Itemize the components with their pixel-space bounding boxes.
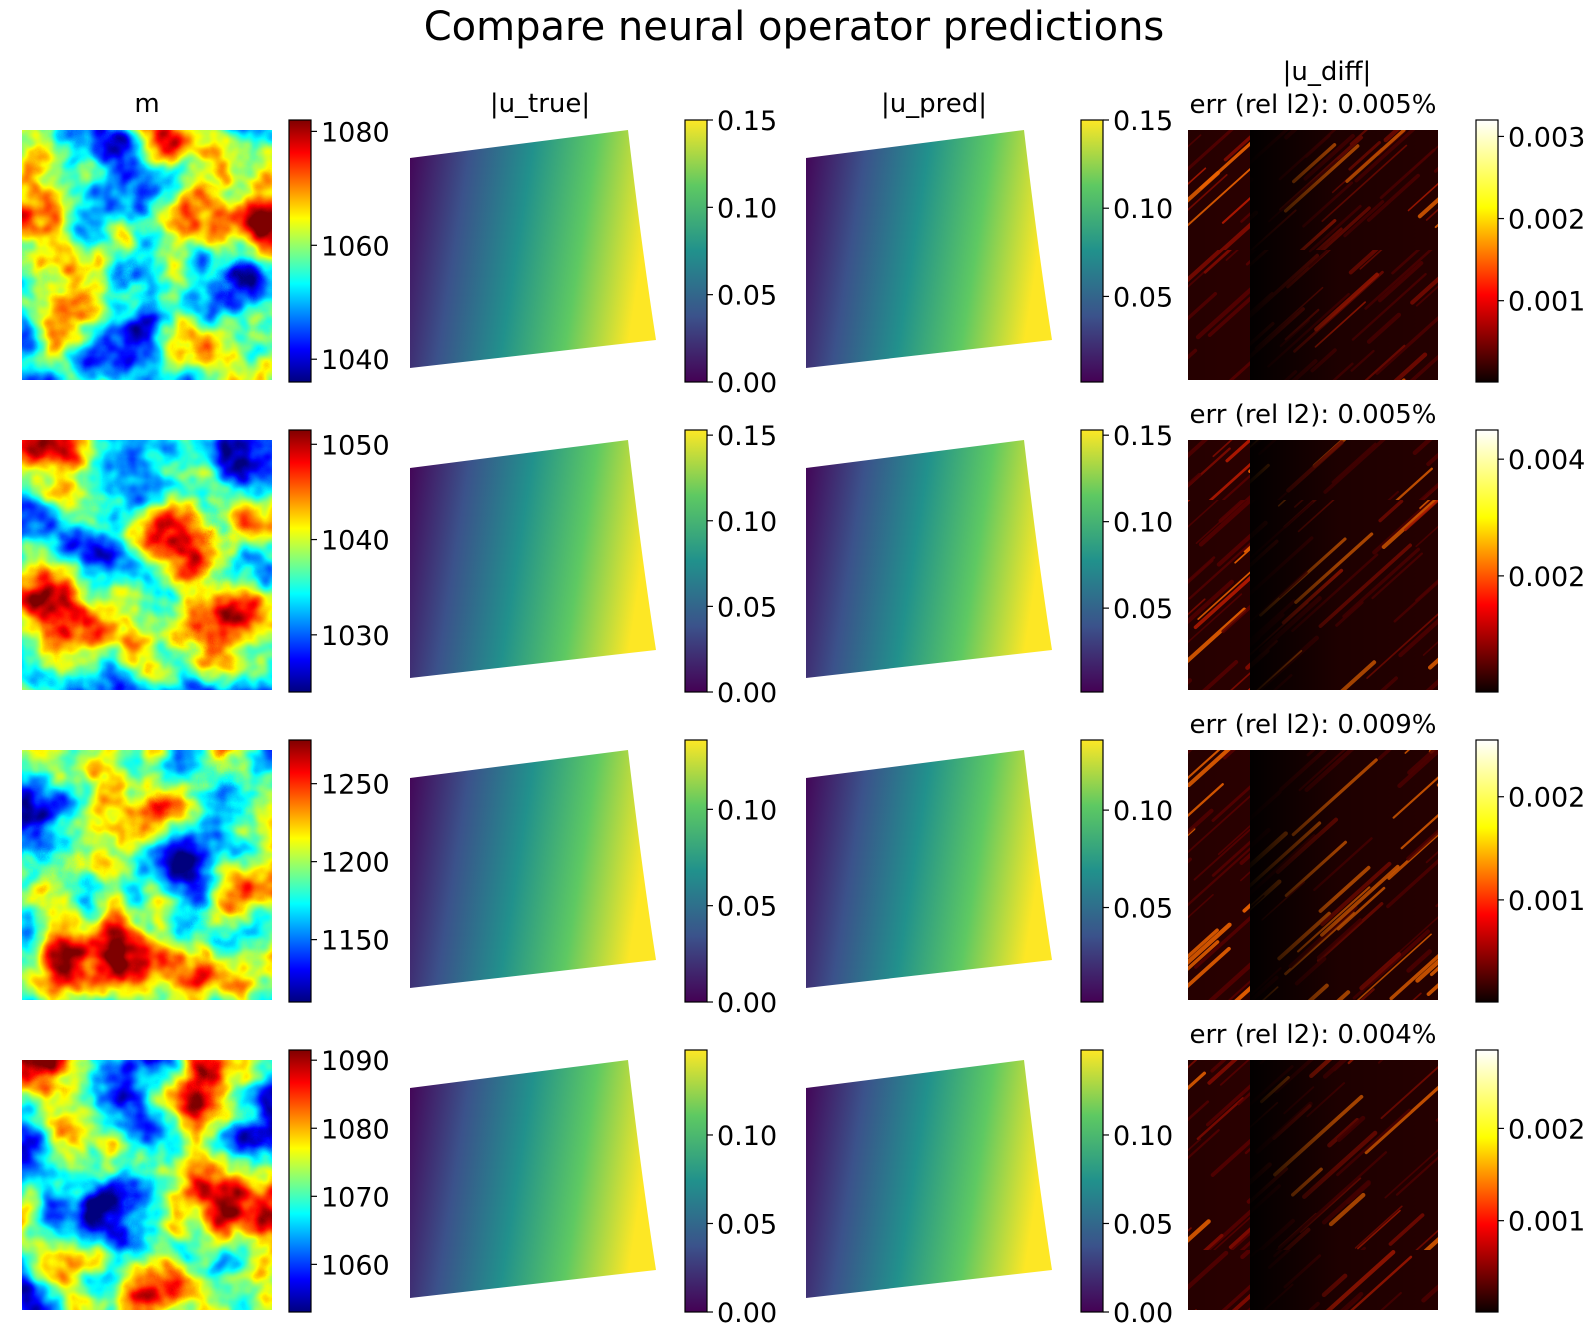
colorbar-tick-label-u-diff-row1: 0.001 bbox=[1508, 287, 1585, 318]
heatmap-u-true-row4 bbox=[410, 1060, 656, 1298]
colorbar-tick-label-u-true-row2: 0.05 bbox=[717, 592, 777, 623]
colorbar-tick-label-u-pred-row3: 0.05 bbox=[1113, 894, 1173, 925]
colorbar-tick-label-u-true-row2: 0.00 bbox=[717, 678, 777, 709]
colorbar-u-pred-row3 bbox=[1080, 739, 1104, 1003]
colorbar-u-diff-row2 bbox=[1475, 429, 1499, 693]
colorbar-m-row1 bbox=[288, 119, 312, 383]
colorbar-u-pred-row1 bbox=[1080, 119, 1104, 383]
colorbar-tick-label-u-diff-row2: 0.004 bbox=[1508, 445, 1585, 476]
heatmap-m-row2 bbox=[22, 440, 272, 690]
colorbar-tick-label-m-row1: 1080 bbox=[321, 117, 390, 148]
colorbar-tick-label-u-pred-row4: 0.00 bbox=[1113, 1298, 1173, 1329]
colorbar-tick-label-u-true-row2: 0.15 bbox=[717, 421, 777, 452]
colorbar-tick-label-m-row2: 1050 bbox=[321, 430, 390, 461]
colorbar-tick-label-u-diff-row1: 0.002 bbox=[1508, 205, 1585, 236]
colorbar-tick-label-u-true-row2: 0.10 bbox=[717, 507, 777, 538]
error-label-row2: err (rel l2): 0.005% bbox=[1190, 400, 1437, 430]
colorbar-tick-label-m-row1: 1040 bbox=[321, 345, 390, 376]
colorbar-tick-label-u-pred-row4: 0.10 bbox=[1113, 1121, 1173, 1152]
heatmap-u-true-row2 bbox=[410, 440, 656, 678]
heatmap-u-diff-row2 bbox=[1188, 440, 1438, 690]
error-label-row4: err (rel l2): 0.004% bbox=[1190, 1020, 1437, 1050]
colorbar-u-diff-row1 bbox=[1475, 119, 1499, 383]
colorbar-tick-label-u-pred-row2: 0.05 bbox=[1113, 594, 1173, 625]
heatmap-u-pred-row4 bbox=[806, 1060, 1052, 1298]
colorbar-m-row4 bbox=[288, 1049, 312, 1313]
colorbar-tick-label-u-diff-row2: 0.002 bbox=[1508, 562, 1585, 593]
colorbar-tick-label-m-row4: 1060 bbox=[321, 1250, 390, 1281]
colorbar-tick-label-u-pred-row2: 0.10 bbox=[1113, 508, 1173, 539]
heatmap-u-true-row3 bbox=[410, 750, 656, 988]
colorbar-tick-label-u-diff-row1: 0.003 bbox=[1508, 122, 1585, 153]
colorbar-tick-label-m-row4: 1080 bbox=[321, 1114, 390, 1145]
header-u-true: |u_true| bbox=[490, 89, 590, 119]
colorbar-tick-label-m-row3: 1150 bbox=[321, 926, 390, 957]
error-label-row1: err (rel l2): 0.005% bbox=[1190, 90, 1437, 120]
heatmap-u-diff-row1 bbox=[1188, 130, 1438, 380]
colorbar-u-true-row1 bbox=[684, 119, 708, 383]
colorbar-tick-label-u-diff-row4: 0.002 bbox=[1508, 1114, 1585, 1145]
colorbar-tick-label-u-diff-row4: 0.001 bbox=[1508, 1207, 1585, 1238]
colorbar-tick-label-m-row2: 1030 bbox=[321, 621, 390, 652]
header-m: m bbox=[134, 89, 159, 119]
heatmap-u-diff-row4 bbox=[1188, 1060, 1438, 1310]
heatmap-u-true-row1 bbox=[410, 130, 656, 368]
colorbar-tick-label-u-pred-row1: 0.15 bbox=[1113, 106, 1173, 137]
colorbar-tick-label-u-diff-row3: 0.001 bbox=[1508, 886, 1585, 917]
panels: 1040 1060 1080 0.00 0.05 0.10 0.15 0.05 0.10 0.15… bbox=[22, 90, 1585, 1329]
heatmap-m-row1 bbox=[22, 130, 272, 380]
colorbar-tick-label-m-row2: 1040 bbox=[321, 526, 390, 557]
colorbar-tick-label-u-true-row1: 0.05 bbox=[717, 281, 777, 312]
colorbar-tick-label-u-true-row3: 0.10 bbox=[717, 795, 777, 826]
heatmap-m-row3 bbox=[22, 750, 272, 1000]
header-u-pred: |u_pred| bbox=[881, 89, 987, 119]
figure-title: Compare neural operator predictions bbox=[424, 4, 1165, 50]
heatmap-u-pred-row2 bbox=[806, 440, 1052, 678]
colorbar-tick-label-u-pred-row1: 0.10 bbox=[1113, 194, 1173, 225]
error-label-row3: err (rel l2): 0.009% bbox=[1190, 710, 1437, 740]
colorbar-tick-label-u-true-row1: 0.00 bbox=[717, 368, 777, 399]
colorbar-tick-label-u-diff-row3: 0.002 bbox=[1508, 783, 1585, 814]
colorbar-tick-label-u-pred-row2: 0.15 bbox=[1113, 421, 1173, 452]
colorbar-u-diff-row4 bbox=[1475, 1049, 1499, 1313]
colorbar-tick-label-u-true-row1: 0.10 bbox=[717, 193, 777, 224]
colorbar-tick-label-u-true-row1: 0.15 bbox=[717, 106, 777, 137]
colorbar-u-true-row4 bbox=[684, 1049, 708, 1313]
colorbar-tick-label-u-true-row4: 0.10 bbox=[717, 1121, 777, 1152]
colorbar-tick-label-u-pred-row1: 0.05 bbox=[1113, 282, 1173, 313]
colorbar-tick-label-u-true-row4: 0.05 bbox=[717, 1209, 777, 1240]
colorbar-tick-label-u-true-row4: 0.00 bbox=[717, 1298, 777, 1329]
colorbar-tick-label-m-row4: 1070 bbox=[321, 1182, 390, 1213]
heatmap-m-row4 bbox=[22, 1060, 272, 1310]
colorbar-tick-label-m-row4: 1090 bbox=[321, 1046, 390, 1077]
heatmap-u-pred-row1 bbox=[806, 130, 1052, 368]
colorbar-tick-label-m-row3: 1200 bbox=[321, 848, 390, 879]
colorbar-tick-label-u-pred-row3: 0.10 bbox=[1113, 796, 1173, 827]
header-u-diff: |u_diff| bbox=[1283, 57, 1372, 87]
heatmap-u-diff-row3 bbox=[1188, 750, 1438, 1000]
colorbar-tick-label-u-true-row3: 0.05 bbox=[717, 892, 777, 923]
colorbar-u-pred-row4 bbox=[1080, 1049, 1104, 1313]
colorbar-tick-label-u-true-row3: 0.00 bbox=[717, 988, 777, 1019]
colorbar-tick-label-u-pred-row4: 0.05 bbox=[1113, 1209, 1173, 1240]
colorbar-u-pred-row2 bbox=[1080, 429, 1104, 693]
colorbar-m-row3 bbox=[288, 739, 312, 1003]
colorbar-m-row2 bbox=[288, 429, 312, 693]
colorbar-u-diff-row3 bbox=[1475, 739, 1499, 1003]
colorbar-tick-label-m-row3: 1250 bbox=[321, 770, 390, 801]
heatmap-u-pred-row3 bbox=[806, 750, 1052, 988]
colorbar-u-true-row2 bbox=[684, 429, 708, 693]
colorbar-tick-label-m-row1: 1060 bbox=[321, 231, 390, 262]
colorbar-u-true-row3 bbox=[684, 739, 708, 1003]
